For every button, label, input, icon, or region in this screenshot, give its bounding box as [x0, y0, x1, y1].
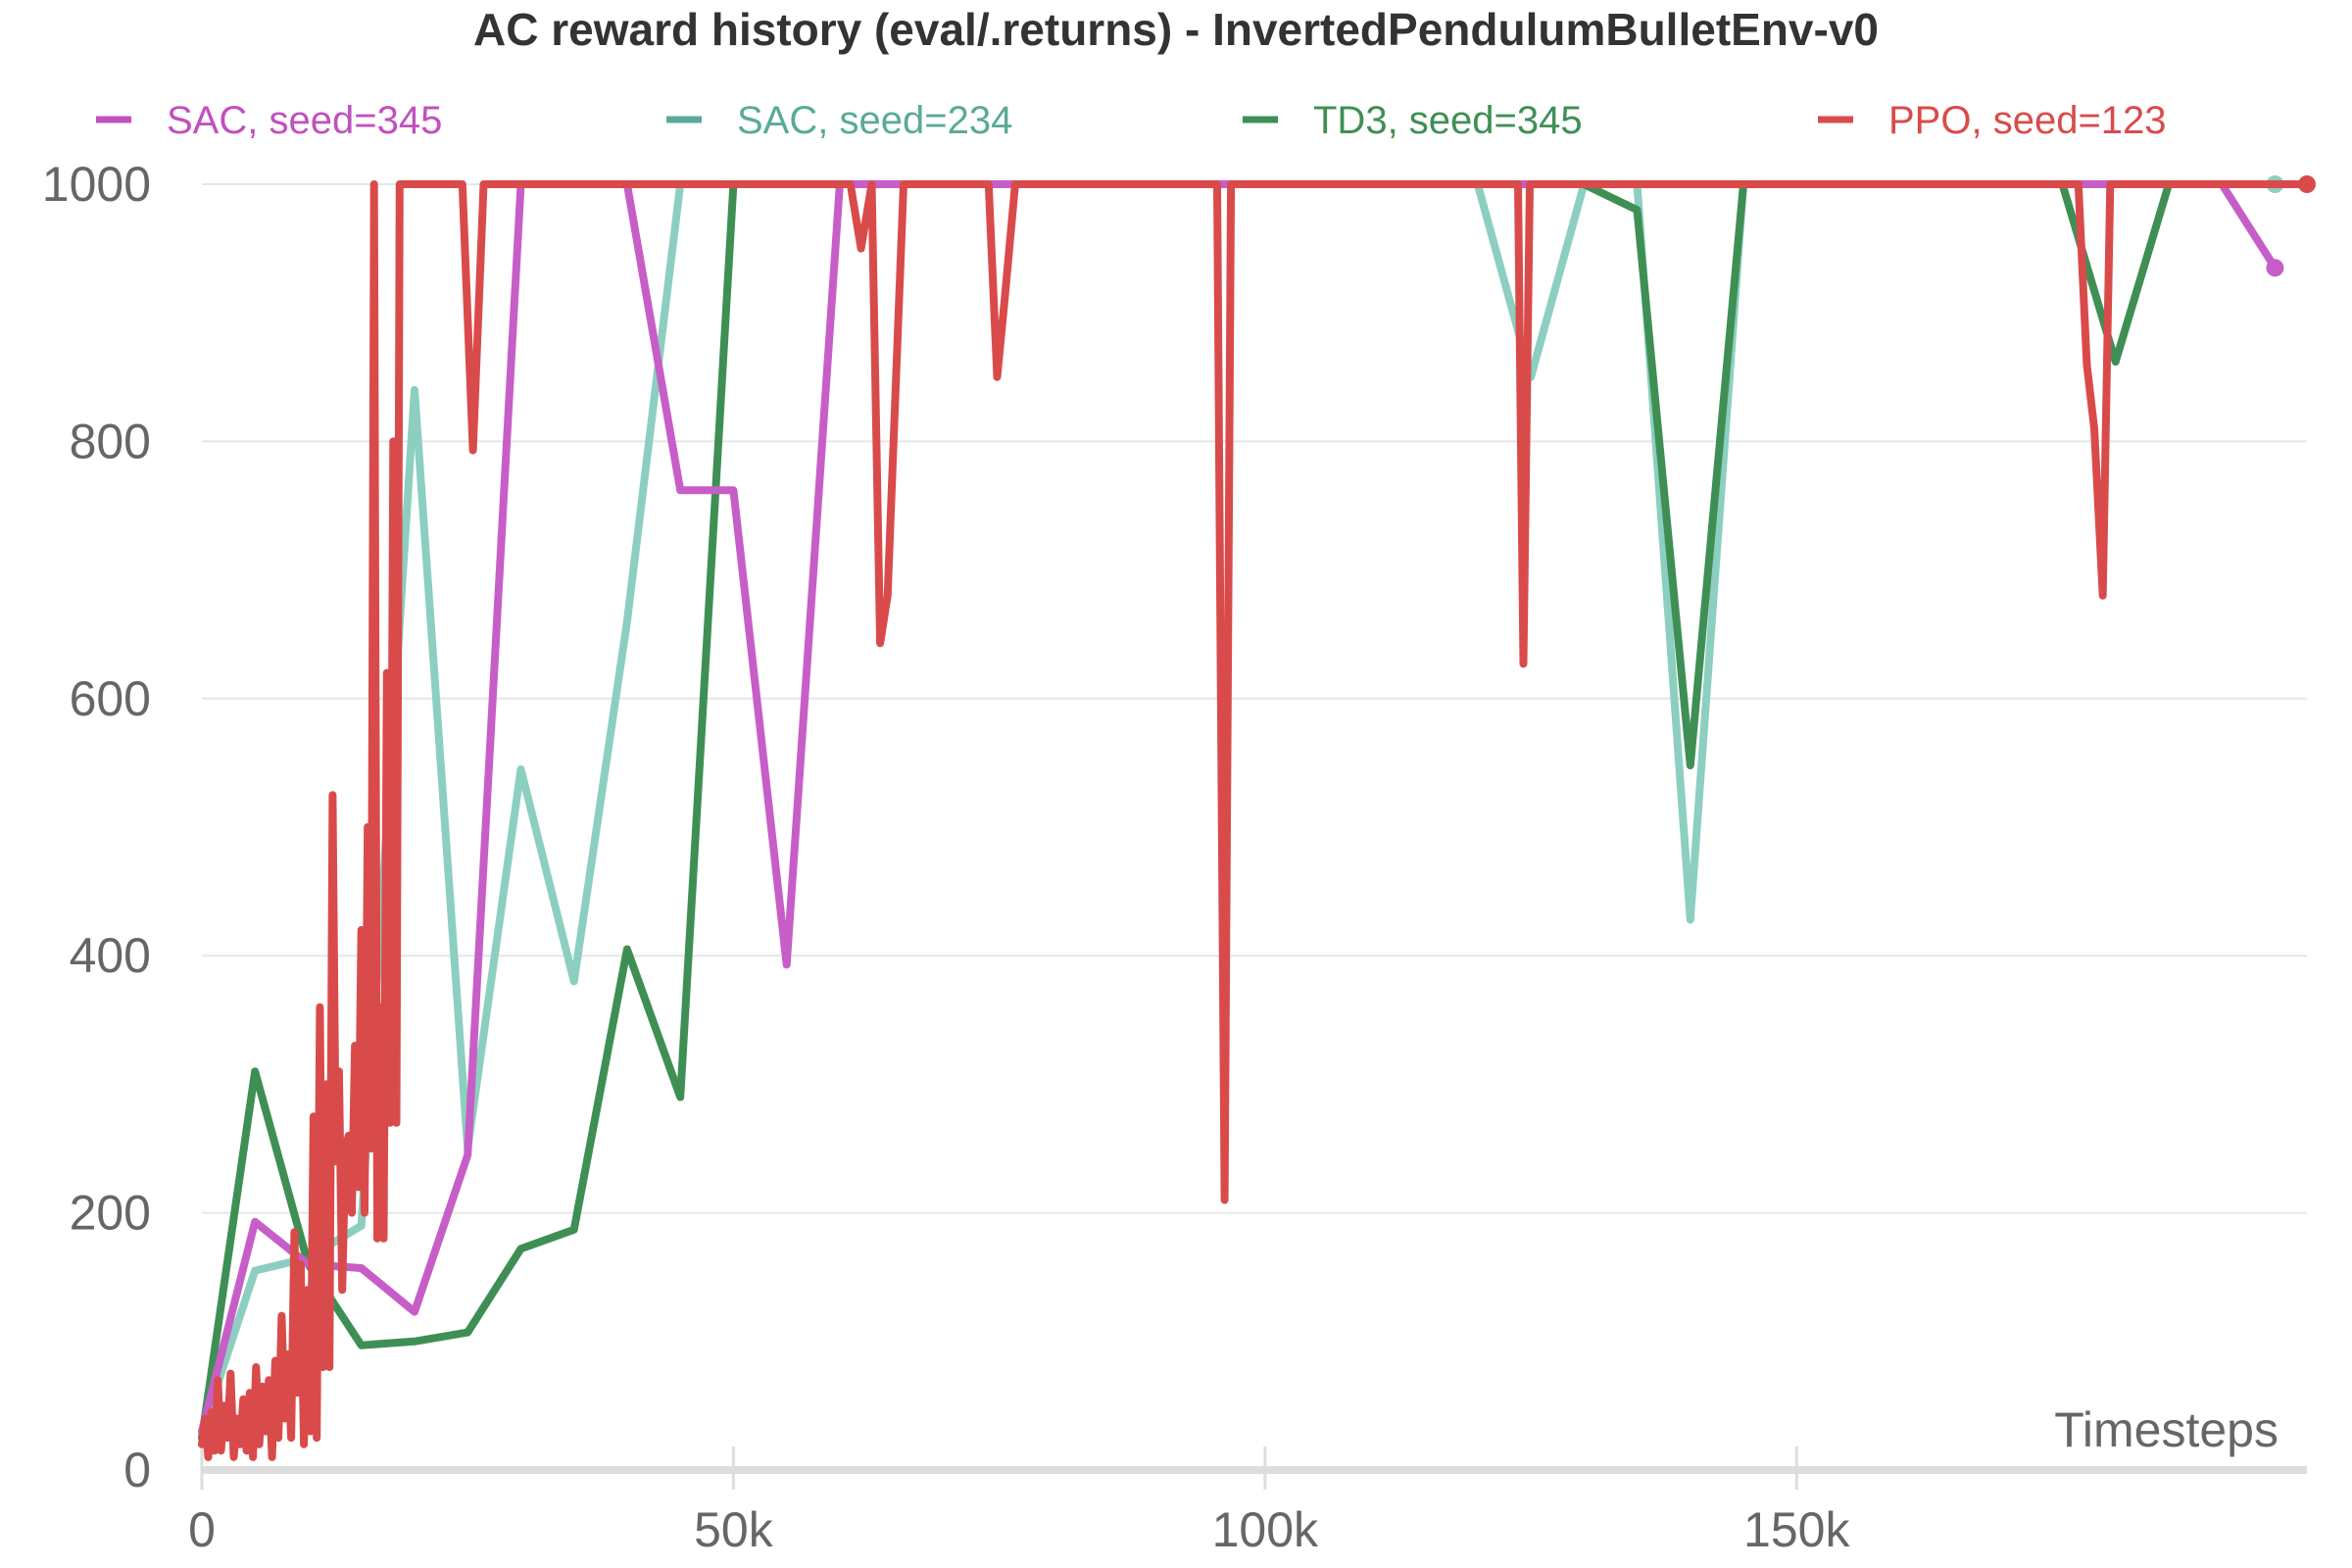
x-tick-label: 0: [188, 1502, 216, 1557]
x-axis-label: Timesteps: [2054, 1402, 2278, 1457]
chart-title: AC reward history (eval/.returns) - Inve…: [473, 4, 1879, 55]
legend-label: TD3, seed=345: [1313, 99, 1583, 142]
y-tick-label: 600: [70, 671, 151, 726]
legend-item: PPO, seed=123: [1818, 99, 2167, 142]
legend-item: SAC, seed=345: [96, 99, 442, 142]
legend-item: TD3, seed=345: [1243, 99, 1583, 142]
grid: [202, 183, 2307, 1214]
y-tick-label: 1000: [42, 157, 151, 212]
series-line-ppo-seed-123: [198, 180, 2311, 1461]
legend-label: PPO, seed=123: [1888, 99, 2167, 142]
x-tick-label: 150k: [1743, 1502, 1850, 1557]
y-tick-label: 400: [70, 928, 151, 983]
series-lines: [198, 175, 2316, 1461]
legend: SAC, seed=345 SAC, seed=234 TD3, seed=345 P…: [96, 99, 2167, 142]
legend-item: SAC, seed=234: [666, 99, 1012, 142]
y-tick-label: 800: [70, 414, 151, 468]
x-axis: 0 50k 100k 150k: [188, 1446, 2307, 1557]
x-tick-label: 100k: [1212, 1502, 1319, 1557]
legend-label: SAC, seed=345: [167, 99, 442, 142]
x-tick-label: 50k: [694, 1502, 774, 1557]
series-end-point: [2298, 175, 2316, 193]
legend-label: SAC, seed=234: [737, 99, 1012, 142]
y-axis-ticks: 0 200 400 600 800 1000: [42, 157, 151, 1497]
y-tick-label: 0: [123, 1443, 151, 1497]
y-tick-label: 200: [70, 1186, 151, 1241]
series-end-point: [2266, 259, 2284, 277]
